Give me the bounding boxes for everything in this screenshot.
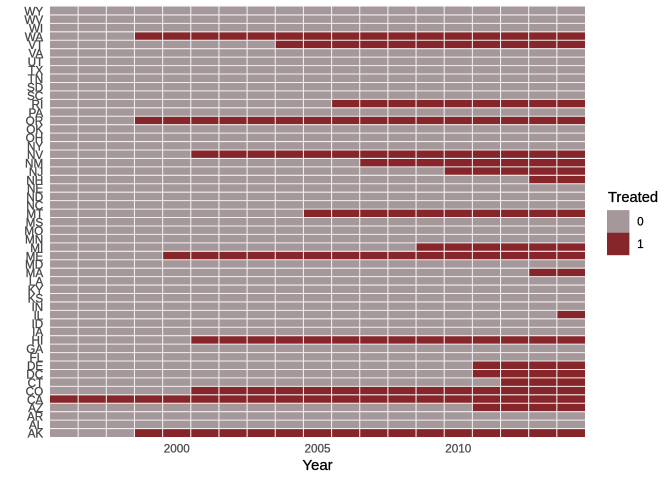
svg-text:SC: SC [27, 90, 43, 103]
svg-text:NH: NH [26, 174, 43, 187]
svg-text:KS: KS [28, 292, 44, 305]
svg-text:CA: CA [27, 394, 43, 407]
svg-text:WA: WA [25, 31, 44, 44]
svg-text:CO: CO [26, 385, 44, 398]
svg-text:AR: AR [27, 411, 43, 424]
svg-text:2010: 2010 [445, 443, 472, 456]
svg-text:NV: NV [27, 149, 43, 162]
svg-text:OH: OH [26, 132, 44, 145]
svg-text:MS: MS [26, 217, 44, 230]
svg-text:KY: KY [28, 284, 44, 297]
svg-text:ID: ID [32, 318, 44, 331]
svg-text:ME: ME [26, 250, 44, 263]
svg-text:OR: OR [26, 115, 44, 128]
svg-text:2000: 2000 [164, 443, 191, 456]
svg-text:PA: PA [28, 107, 43, 120]
svg-text:WY: WY [24, 5, 43, 18]
svg-text:CT: CT [28, 377, 44, 390]
svg-text:IA: IA [32, 326, 43, 339]
svg-text:IL: IL [33, 309, 43, 322]
svg-text:NC: NC [26, 200, 43, 213]
svg-text:DC: DC [26, 368, 43, 381]
svg-text:NE: NE [27, 183, 43, 196]
svg-text:IN: IN [32, 301, 44, 314]
svg-text:Year: Year [302, 457, 332, 474]
svg-text:LA: LA [29, 276, 44, 289]
svg-text:AK: AK [28, 428, 44, 441]
svg-text:Treated: Treated [608, 190, 658, 206]
svg-text:TX: TX [28, 65, 43, 78]
svg-text:MN: MN [25, 233, 43, 246]
svg-text:TN: TN [28, 73, 44, 86]
svg-text:0: 0 [637, 216, 644, 229]
svg-text:MT: MT [26, 208, 43, 221]
svg-text:VT: VT [28, 39, 43, 52]
svg-text:MD: MD [25, 259, 43, 272]
svg-text:AL: AL [29, 419, 44, 432]
svg-text:GA: GA [26, 343, 43, 356]
svg-text:WV: WV [24, 14, 43, 27]
svg-text:SD: SD [27, 81, 43, 94]
svg-text:MO: MO [24, 225, 43, 238]
svg-text:RI: RI [32, 98, 44, 111]
svg-text:1: 1 [637, 238, 644, 251]
svg-text:FL: FL [30, 352, 44, 365]
svg-text:UT: UT [28, 56, 44, 69]
svg-text:WI: WI [29, 22, 43, 35]
svg-text:VA: VA [28, 48, 43, 61]
svg-text:AZ: AZ [28, 402, 43, 415]
svg-text:HI: HI [32, 335, 44, 348]
svg-text:OK: OK [26, 124, 43, 137]
svg-text:MI: MI [30, 242, 43, 255]
svg-text:NM: NM [25, 157, 43, 170]
svg-text:DE: DE [27, 360, 43, 373]
svg-text:NJ: NJ [29, 166, 43, 179]
svg-text:NY: NY [27, 141, 43, 154]
svg-text:MA: MA [26, 267, 44, 280]
svg-text:2005: 2005 [304, 443, 331, 456]
svg-text:ND: ND [26, 191, 43, 204]
